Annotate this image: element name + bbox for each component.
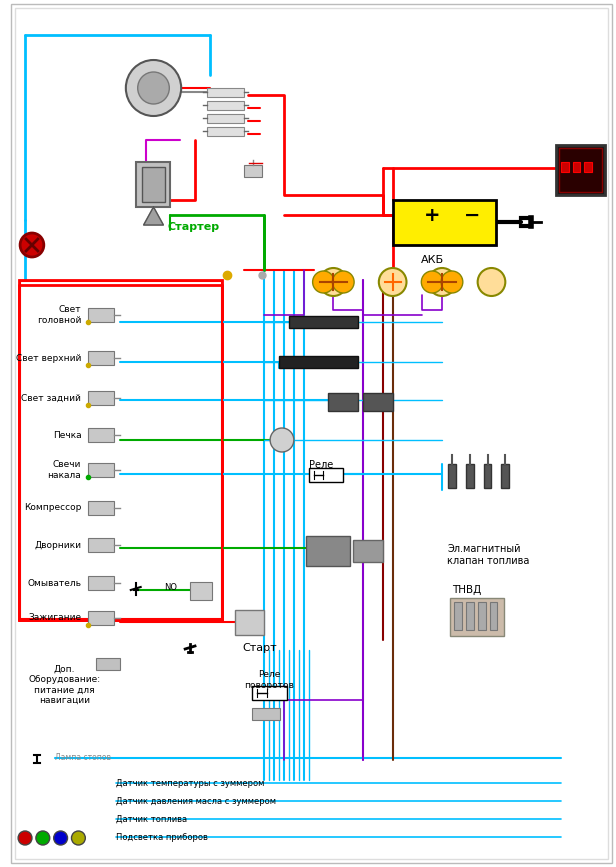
Polygon shape: [144, 207, 163, 225]
Bar: [466, 602, 474, 630]
Text: АКБ: АКБ: [421, 255, 444, 265]
Bar: [490, 602, 497, 630]
Text: Печка: Печка: [53, 431, 81, 440]
Circle shape: [20, 233, 44, 257]
Text: +: +: [424, 205, 440, 225]
Text: Лампа стопов: Лампа стопов: [55, 753, 111, 762]
Bar: [88, 428, 114, 442]
Bar: [454, 602, 462, 630]
Circle shape: [270, 428, 294, 452]
Circle shape: [421, 271, 443, 293]
Text: Свет верхний: Свет верхний: [16, 354, 81, 362]
Text: Старт: Старт: [242, 643, 277, 653]
Bar: [559, 148, 602, 192]
Circle shape: [320, 268, 347, 296]
Bar: [88, 391, 114, 405]
Circle shape: [312, 271, 334, 293]
Text: Омыватель: Омыватель: [27, 578, 81, 588]
Text: Датчик температуры с зуммером: Датчик температуры с зуммером: [116, 779, 264, 787]
Bar: [328, 393, 358, 411]
Bar: [88, 501, 114, 515]
Text: Компрессор: Компрессор: [24, 504, 81, 512]
Bar: [484, 464, 492, 488]
Text: Зажигание: Зажигание: [28, 614, 81, 623]
Text: Датчик давления масла с зуммером: Датчик давления масла с зуммером: [116, 797, 276, 805]
Bar: [207, 127, 245, 136]
Bar: [88, 611, 114, 625]
Circle shape: [477, 268, 505, 296]
Bar: [279, 356, 358, 368]
Bar: [289, 316, 358, 328]
Text: Дворники: Дворники: [34, 540, 81, 550]
Circle shape: [138, 72, 169, 104]
Bar: [20, 281, 222, 619]
Bar: [207, 88, 245, 97]
Bar: [88, 308, 114, 322]
Circle shape: [126, 60, 181, 116]
Circle shape: [379, 268, 407, 296]
Bar: [477, 602, 485, 630]
Bar: [253, 708, 280, 720]
Text: −: −: [463, 205, 480, 225]
Text: ТНВД: ТНВД: [452, 585, 481, 595]
Bar: [309, 468, 343, 482]
Text: Свет
головной: Свет головной: [37, 305, 81, 325]
Bar: [572, 162, 580, 172]
Text: Доп.
Оборудование:
питание для
навигации: Доп. Оборудование: питание для навигации: [28, 665, 100, 705]
Bar: [88, 576, 114, 590]
Bar: [561, 162, 569, 172]
Bar: [190, 582, 212, 600]
Text: Датчик топлива: Датчик топлива: [116, 814, 187, 824]
Text: Подсветка приборов: Подсветка приборов: [116, 832, 208, 842]
Circle shape: [428, 268, 456, 296]
Bar: [306, 536, 350, 566]
Bar: [88, 538, 114, 552]
Bar: [136, 162, 170, 207]
Circle shape: [18, 831, 32, 845]
Bar: [253, 686, 287, 700]
Bar: [88, 351, 114, 365]
Bar: [235, 610, 264, 635]
Bar: [245, 165, 262, 177]
Bar: [142, 167, 165, 202]
Bar: [353, 540, 383, 562]
Circle shape: [36, 831, 50, 845]
Bar: [450, 598, 505, 636]
Text: Свет задний: Свет задний: [22, 394, 81, 402]
Circle shape: [54, 831, 68, 845]
Bar: [392, 200, 496, 245]
Circle shape: [333, 271, 354, 293]
Text: Эл.магнитный
клапан топлива: Эл.магнитный клапан топлива: [447, 544, 529, 566]
Text: Реле: Реле: [309, 460, 333, 470]
Text: NO: NO: [164, 583, 177, 592]
Text: Стартер: Стартер: [168, 222, 219, 232]
Bar: [556, 145, 605, 195]
Bar: [466, 464, 474, 488]
Bar: [585, 162, 592, 172]
Bar: [207, 101, 245, 110]
Bar: [448, 464, 456, 488]
Bar: [19, 280, 222, 620]
Circle shape: [441, 271, 463, 293]
Circle shape: [71, 831, 86, 845]
Bar: [501, 464, 509, 488]
Bar: [207, 114, 245, 123]
Text: Реле
поворотов: Реле поворотов: [244, 670, 294, 690]
Text: Свечи
накала: Свечи накала: [47, 460, 81, 479]
Bar: [88, 463, 114, 477]
Bar: [96, 658, 120, 670]
Bar: [363, 393, 392, 411]
